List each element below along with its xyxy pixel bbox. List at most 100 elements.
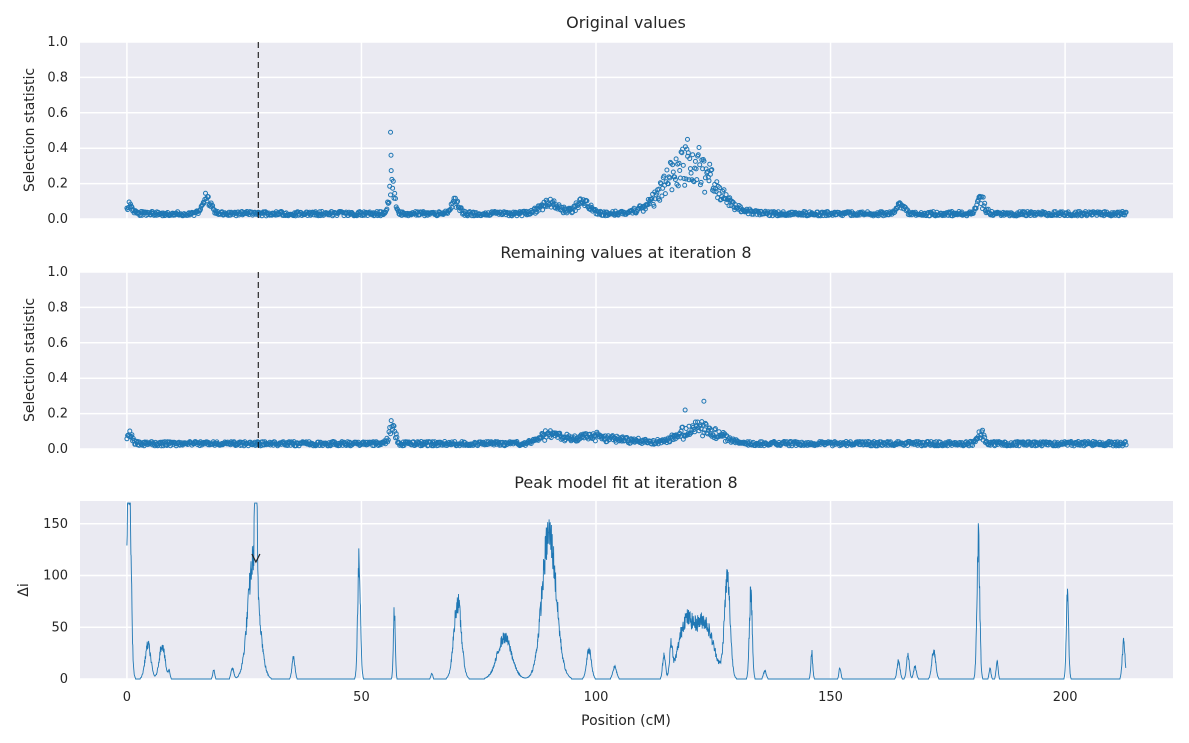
data-point <box>701 158 707 164</box>
data-point <box>707 432 713 438</box>
data-point <box>688 170 694 176</box>
data-point <box>717 185 723 191</box>
data-point <box>388 129 394 135</box>
data-point <box>672 177 678 182</box>
data-point <box>537 435 543 441</box>
y-tick-label: 0.4 <box>47 371 68 386</box>
data-point <box>786 443 792 449</box>
panel-2-ylabel: Selection statistic <box>22 298 38 422</box>
data-point <box>659 193 665 199</box>
panel-3-title: Peak model fit at iteration 8 <box>514 473 737 492</box>
data-point <box>970 211 976 216</box>
panel-2-title: Remaining values at iteration 8 <box>500 243 751 262</box>
data-point <box>388 152 394 158</box>
peak-marker-icon <box>251 553 261 564</box>
panel-original-values: Original values Selection statistic 0.0 0… <box>22 13 1173 227</box>
x-tick-label: 50 <box>353 690 370 705</box>
data-point <box>980 194 986 200</box>
data-point <box>686 177 692 183</box>
x-tick-label: 200 <box>1053 690 1078 705</box>
data-point <box>667 175 673 181</box>
data-point <box>690 152 696 158</box>
data-point <box>390 178 396 184</box>
data-point <box>205 194 211 200</box>
y-tick-label: 1.0 <box>47 265 68 280</box>
panel-3-ylabel: Δi <box>16 583 32 596</box>
data-point <box>673 156 679 162</box>
panel-1-title: Original values <box>566 13 686 32</box>
data-point <box>677 168 683 173</box>
y-tick-label: 0.8 <box>47 300 68 315</box>
data-point <box>683 176 689 182</box>
data-point <box>685 430 691 436</box>
data-point <box>670 169 676 175</box>
data-point <box>661 173 667 179</box>
y-tick-label: 0 <box>60 672 68 687</box>
data-point <box>393 196 398 201</box>
y-tick-label: 0.2 <box>47 407 68 422</box>
data-point <box>386 200 392 205</box>
plot-area-2 <box>80 272 1173 449</box>
data-point <box>703 421 709 427</box>
panel-1-ylabel: Selection statistic <box>22 68 38 192</box>
data-point <box>692 429 698 435</box>
data-point <box>721 187 727 193</box>
data-point <box>455 198 461 204</box>
data-point <box>388 418 394 424</box>
plot-area-1 <box>80 42 1173 219</box>
data-point <box>557 430 563 436</box>
data-point <box>588 202 594 208</box>
data-point <box>458 205 464 211</box>
data-point <box>685 150 691 156</box>
data-point <box>928 439 934 445</box>
data-point <box>1123 442 1129 448</box>
data-point <box>662 191 668 197</box>
data-point <box>706 178 712 184</box>
data-point <box>981 203 987 209</box>
x-tick-label: 100 <box>584 690 609 705</box>
data-point <box>716 191 722 197</box>
x-axis-label: Position (cM) <box>581 713 671 729</box>
data-point <box>548 435 554 441</box>
y-tick-label: 0.4 <box>47 141 68 156</box>
data-point <box>127 428 133 434</box>
data-point <box>452 439 458 445</box>
data-point <box>692 158 698 164</box>
data-point <box>982 434 988 440</box>
y-tick-label: 0.0 <box>47 212 68 227</box>
data-point <box>551 198 557 204</box>
data-point <box>682 182 688 188</box>
data-point <box>707 161 713 167</box>
data-point <box>684 136 690 142</box>
plot-area-3 <box>80 501 1173 679</box>
data-point <box>1122 439 1128 445</box>
data-point <box>394 206 400 212</box>
data-point <box>672 174 678 180</box>
data-point <box>722 438 728 444</box>
data-point <box>388 168 394 174</box>
data-point <box>714 179 720 185</box>
data-point <box>314 442 320 448</box>
data-point <box>572 208 578 214</box>
y-tick-label: 100 <box>43 569 68 584</box>
y-tick-label: 0.8 <box>47 70 68 85</box>
data-point <box>696 145 702 150</box>
y-tick-label: 1.0 <box>47 35 68 50</box>
data-point <box>664 167 670 173</box>
data-point <box>680 162 686 168</box>
data-point <box>665 181 671 187</box>
x-tick-label: 150 <box>818 690 843 705</box>
data-point <box>681 176 687 181</box>
data-point <box>210 203 216 209</box>
data-point <box>388 192 393 198</box>
data-point <box>657 197 663 203</box>
data-point <box>675 183 681 189</box>
data-point <box>805 442 811 448</box>
data-point <box>584 198 590 204</box>
data-point <box>871 439 877 445</box>
data-point <box>695 152 701 158</box>
data-point <box>391 423 397 429</box>
y-tick-label: 50 <box>51 620 68 635</box>
data-point <box>698 179 704 185</box>
